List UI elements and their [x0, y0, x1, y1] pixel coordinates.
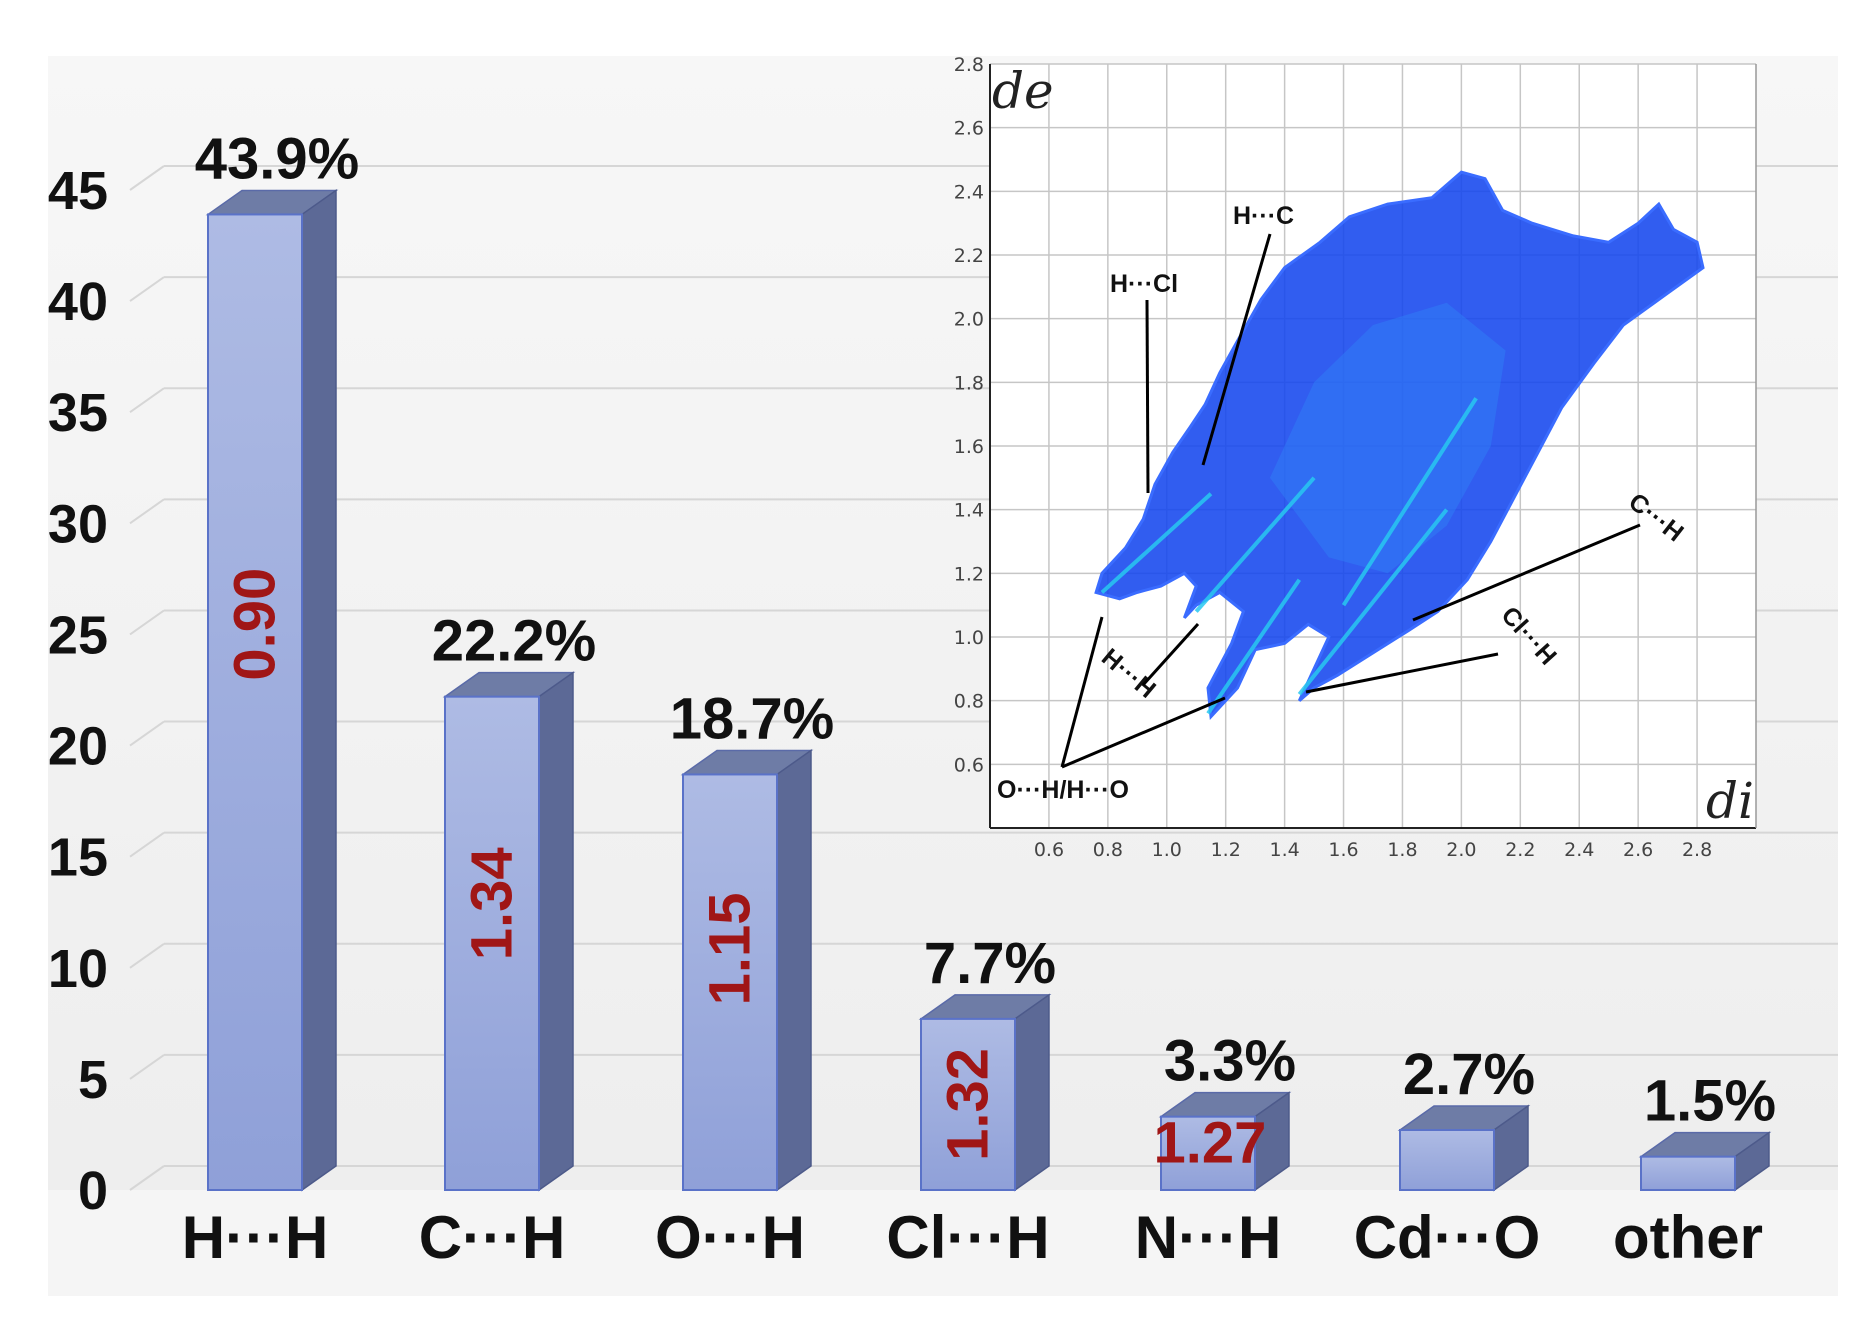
annotation-pointer	[1061, 696, 1226, 769]
x-category-label: other	[1613, 1204, 1763, 1271]
annotation-label: H···Cl	[1110, 270, 1178, 298]
fingerprint-spike	[1100, 492, 1213, 594]
inset-y-tick-label: 1.8	[954, 372, 984, 394]
gridline-diagonal	[129, 165, 165, 191]
fingerprint-core	[1269, 302, 1506, 574]
inset-x-tick-label: 0.6	[1034, 839, 1064, 861]
bar-inner-label: 1.15	[698, 893, 763, 1006]
inset-x-tick-label: 2.6	[1623, 839, 1653, 861]
y-tick-label: 45	[48, 161, 108, 221]
bar	[1160, 1115, 1256, 1191]
inset-x-tick-label: 0.8	[1093, 839, 1123, 861]
gridline-diagonal	[129, 276, 165, 302]
gridline-diagonal	[129, 942, 165, 969]
gridline-diagonal	[129, 387, 165, 414]
y-tick-label: 15	[48, 828, 108, 888]
bar-value-label: 18.7%	[670, 686, 834, 751]
inset-y-tick-label: 1.0	[954, 627, 984, 649]
x-category-label: Cl···H	[886, 1204, 1049, 1271]
fingerprint-spike	[1341, 397, 1478, 607]
inset-x-tick-label: 2.2	[1505, 839, 1535, 861]
inset-y-tick-label: 0.8	[954, 691, 984, 713]
bar-value-label: 7.7%	[924, 931, 1056, 996]
inset-y-tick-label: 1.4	[954, 500, 984, 522]
annotation-pointer	[1201, 233, 1272, 466]
gridline-diagonal	[129, 609, 165, 636]
bar-value-label: 3.3%	[1164, 1029, 1296, 1094]
bar	[444, 695, 540, 1192]
gridline-diagonal	[129, 1165, 165, 1191]
y-tick-label: 40	[48, 272, 108, 332]
y-tick-label: 0	[78, 1161, 108, 1221]
inset-x-tick-label: 1.2	[1211, 839, 1241, 861]
inset-x-tick-label: 2.8	[1682, 839, 1712, 861]
y-tick-label: 10	[48, 939, 108, 999]
inset-x-tick-label: 2.0	[1446, 839, 1476, 861]
bar	[682, 773, 778, 1191]
bar	[207, 213, 303, 1191]
inset-x-tick-label: 1.6	[1328, 839, 1358, 861]
inset-x-tick-label: 1.8	[1387, 839, 1417, 861]
bar-side	[301, 188, 337, 1192]
inset-y-tick-label: 2.0	[954, 309, 984, 331]
annotation-label: H···C	[1233, 202, 1294, 230]
inset-y-tick-label: 1.6	[954, 436, 984, 458]
gridline-diagonal	[129, 1054, 165, 1080]
fingerprint-spike	[1194, 476, 1316, 613]
inset-x-tick-label: 1.4	[1270, 839, 1300, 861]
bar-value-label: 2.7%	[1403, 1042, 1535, 1107]
bar	[1399, 1129, 1495, 1191]
y-tick-label: 25	[48, 605, 108, 665]
gridline-diagonal	[129, 720, 165, 747]
inset-y-tick-label: 2.2	[954, 245, 984, 267]
inset-x-axis-title: di	[1706, 772, 1754, 830]
fingerprint-spike	[1297, 508, 1449, 696]
x-category-label: N···H	[1135, 1204, 1282, 1271]
inset-y-axis-title: de	[992, 62, 1054, 120]
gridline-diagonal	[129, 831, 165, 858]
annotation-pointer	[1305, 652, 1499, 694]
inset-y-tick-label: 2.6	[954, 118, 984, 140]
x-category-label: Cd···O	[1354, 1204, 1541, 1271]
annotation-pointer	[1141, 622, 1200, 687]
bar-value-label: 1.5%	[1644, 1069, 1776, 1134]
y-tick-label: 20	[48, 717, 108, 777]
inset-y-tick-label: 2.4	[954, 181, 984, 203]
x-category-label: H···H	[182, 1204, 329, 1271]
annotation-pointer	[1412, 523, 1641, 622]
y-tick-label: 35	[48, 383, 108, 443]
floor-area	[48, 1190, 1838, 1296]
bar-side	[538, 671, 574, 1192]
bar-value-label: 22.2%	[432, 609, 596, 674]
inset-y-tick-label: 2.8	[954, 54, 984, 76]
y-tick-label: 30	[48, 494, 108, 554]
inset-y-tick-label: 1.2	[954, 563, 984, 585]
annotation-pointer	[1060, 616, 1104, 768]
x-category-label: O···H	[655, 1204, 805, 1271]
bar-inner-label: 0.90	[223, 568, 288, 681]
inset-x-tick-label: 2.4	[1564, 839, 1594, 861]
inset-x-tick-label: 1.0	[1152, 839, 1182, 861]
bar-value-label: 43.9%	[195, 126, 359, 191]
bar-side	[1014, 993, 1050, 1192]
gridline-diagonal	[129, 498, 165, 525]
bar-inner-label: 1.32	[936, 1048, 1001, 1161]
inset-y-tick-label: 0.6	[954, 754, 984, 776]
bar-inner-label: 1.27	[1154, 1111, 1267, 1176]
bar	[1640, 1155, 1736, 1191]
bar-inner-label: 1.34	[460, 847, 525, 960]
annotation-label: O···H/H···O	[997, 776, 1129, 804]
y-tick-label: 5	[78, 1050, 108, 1110]
fingerprint-spike	[1206, 578, 1301, 715]
bar	[920, 1017, 1016, 1192]
annotation-pointer	[1145, 299, 1150, 494]
bar-side	[776, 748, 812, 1192]
x-category-label: C···H	[419, 1204, 566, 1271]
